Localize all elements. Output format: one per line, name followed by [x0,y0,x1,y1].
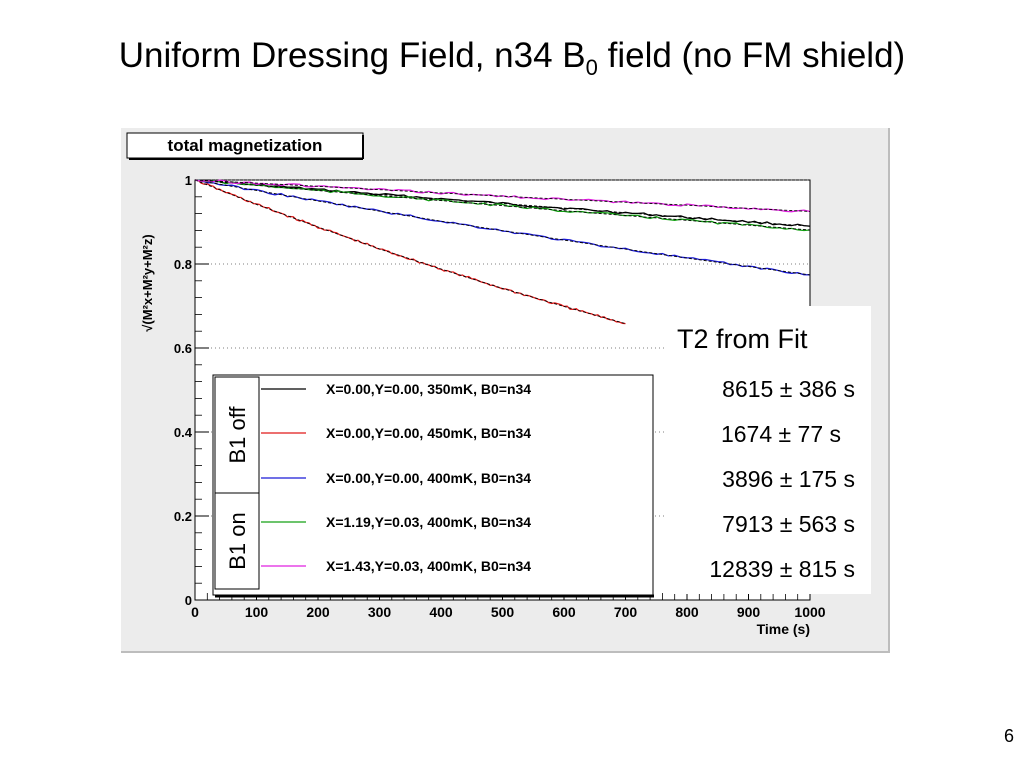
chart-title: total magnetization [168,136,323,155]
x-tick-label: 1000 [794,604,825,620]
legend-entry: X=1.43,Y=0.03, 400mK, B0=n34 [326,558,531,574]
legend-group-box [214,376,260,494]
x-tick-label: 900 [737,604,761,620]
fit-heading: T2 from Fit [677,324,808,354]
legend-entry: X=0.00,Y=0.00, 350mK, B0=n34 [326,381,531,397]
y-axis-title-group: √(M²x+M²y+M²z) [140,234,155,331]
y-tick-label: 0.6 [174,341,192,356]
legend-entry: X=0.00,Y=0.00, 400mK, B0=n34 [326,470,531,486]
x-tick-label: 700 [614,604,638,620]
legend-group-label: B1 off [225,406,250,464]
fit-results-panel: T2 from Fit 8615 ± 386 s 1674 ± 77 s 389… [665,306,871,594]
legend-group-b1-off: B1 off [225,406,250,464]
x-tick-label: 800 [675,604,699,620]
series-line [194,179,811,227]
fit-value-row: 3896 ± 175 s [722,466,855,492]
x-tick-label: 0 [191,604,199,620]
y-tick-label: 0.2 [174,509,192,524]
fit-value-row: 7913 ± 563 s [722,511,855,537]
fit-value-row: 12839 ± 815 s [709,556,855,582]
y-tick-label: 0.8 [174,257,192,272]
legend-entry: X=0.00,Y=0.00, 450mK, B0=n34 [326,425,531,441]
fit-line [194,179,626,325]
fit-line [194,179,811,231]
y-axis-title: √(M²x+M²y+M²z) [140,234,155,331]
legend-entry: X=1.19,Y=0.03, 400mK, B0=n34 [326,514,531,530]
y-tick-label: 0 [185,593,192,608]
x-tick-label: 600 [552,604,576,620]
y-tick-label: 0.4 [174,425,193,440]
fit-line [194,179,811,212]
x-tick-label: 300 [368,604,392,620]
slide-title: Uniform Dressing Field, n34 B0 field (no… [0,36,1024,81]
fit-line [194,179,811,276]
x-axis-title: Time (s) [757,621,810,637]
title-subscript: 0 [585,55,598,80]
legend-group-label: B1 on [225,512,250,570]
x-tick-label: 500 [491,604,515,620]
legend-group-box [214,492,260,590]
legend-group-b1-on: B1 on [225,512,250,570]
title-rest: field (no FM shield) [597,36,906,75]
x-tick-label: 100 [245,604,269,620]
fit-value-row: 8615 ± 386 s [722,376,855,402]
y-tick-label: 1 [185,173,192,188]
title-main: Uniform Dressing Field, n34 B [118,36,586,75]
legend-box [212,374,654,596]
x-tick-label: 200 [306,604,330,620]
x-tick-label: 400 [429,604,453,620]
fit-value-row: 1674 ± 77 s [720,421,841,447]
page-number: 6 [1003,726,1014,746]
